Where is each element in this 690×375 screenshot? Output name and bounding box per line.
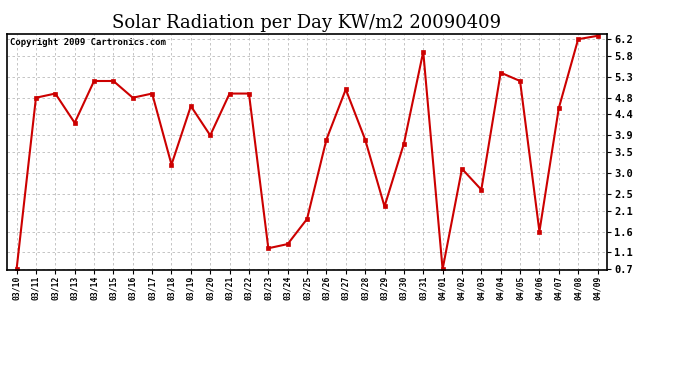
Title: Solar Radiation per Day KW/m2 20090409: Solar Radiation per Day KW/m2 20090409 (112, 14, 502, 32)
Text: Copyright 2009 Cartronics.com: Copyright 2009 Cartronics.com (10, 39, 166, 48)
